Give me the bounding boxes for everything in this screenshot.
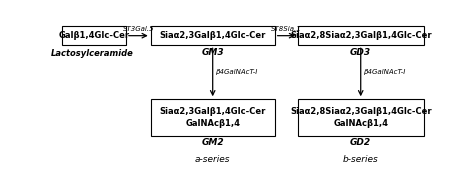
Text: GalNAcβ1,4: GalNAcβ1,4 <box>185 119 240 128</box>
Text: a-series: a-series <box>195 155 230 164</box>
Text: Lactosylceramide: Lactosylceramide <box>51 49 134 58</box>
Text: Siaα2,3Galβ1,4Glc-Cer: Siaα2,3Galβ1,4Glc-Cer <box>160 107 266 116</box>
Bar <box>63 26 126 45</box>
Text: β4GalNAcT-I: β4GalNAcT-I <box>363 69 405 75</box>
Text: GD2: GD2 <box>350 138 371 147</box>
Bar <box>298 26 423 45</box>
Text: Siaα2,3Galβ1,4Glc-Cer: Siaα2,3Galβ1,4Glc-Cer <box>160 31 266 40</box>
Text: GM2: GM2 <box>201 138 224 147</box>
Text: b-series: b-series <box>343 155 379 164</box>
Text: GalNAcβ1,4: GalNAcβ1,4 <box>333 119 388 128</box>
Text: β4GalNAcT-I: β4GalNAcT-I <box>215 69 257 75</box>
Text: Siaα2,8Siaα2,3Galβ1,4Glc-Cer: Siaα2,8Siaα2,3Galβ1,4Glc-Cer <box>290 107 431 116</box>
Bar <box>151 26 275 45</box>
Text: GM3: GM3 <box>201 48 224 57</box>
Text: ST8Sia.1: ST8Sia.1 <box>271 26 301 32</box>
Text: ST3Gal.5: ST3Gal.5 <box>122 26 154 32</box>
Text: GD3: GD3 <box>350 48 371 57</box>
Bar <box>151 99 275 136</box>
Text: Siaα2,8Siaα2,3Galβ1,4Glc-Cer: Siaα2,8Siaα2,3Galβ1,4Glc-Cer <box>290 31 431 40</box>
Text: Galβ1,4Glc-Cer: Galβ1,4Glc-Cer <box>59 31 130 40</box>
Bar <box>298 99 423 136</box>
